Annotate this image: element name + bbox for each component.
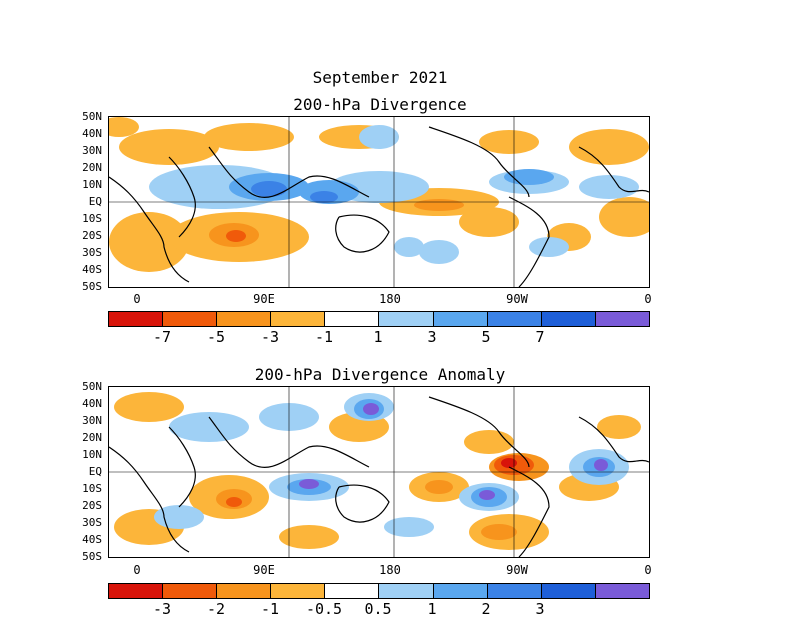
longitude-label: 90W bbox=[506, 563, 528, 577]
anomaly-map bbox=[108, 386, 650, 558]
colorbar-label: -3 bbox=[260, 328, 280, 346]
colorbar-swatch bbox=[379, 584, 434, 598]
colorbar-label: -5 bbox=[206, 328, 226, 346]
colorbar-swatch bbox=[487, 312, 542, 326]
colorbar-label: -1 bbox=[260, 600, 280, 618]
figure-title: September 2021 bbox=[312, 68, 448, 87]
latitude-label: 50S bbox=[82, 550, 102, 563]
colorbar-swatch bbox=[325, 312, 380, 326]
colorbar-label: 3 bbox=[427, 328, 437, 346]
grid-lines bbox=[109, 117, 649, 287]
latitude-label: 10S bbox=[82, 482, 102, 495]
colorbar-label: -2 bbox=[206, 600, 226, 618]
extreme-negative-anomaly-shading bbox=[501, 458, 517, 468]
colorbar-label: 7 bbox=[535, 328, 545, 346]
latitude-label: 40S bbox=[82, 263, 102, 276]
colorbar-label: 0.5 bbox=[364, 600, 392, 618]
colorbar-swatch bbox=[433, 584, 488, 598]
colorbar-swatch bbox=[163, 584, 218, 598]
colorbar-swatch bbox=[109, 312, 164, 326]
latitude-label: 40S bbox=[82, 533, 102, 546]
colorbar-swatch bbox=[271, 312, 326, 326]
colorbar-swatch bbox=[109, 584, 164, 598]
colorbar-swatch bbox=[541, 312, 596, 326]
latitude-label: 30N bbox=[82, 144, 102, 157]
colorbar-label: 1 bbox=[427, 600, 437, 618]
longitude-label: 180 bbox=[379, 563, 401, 577]
latitude-label: 20S bbox=[82, 229, 102, 242]
latitude-label: EQ bbox=[88, 195, 102, 208]
latitude-label: 30S bbox=[82, 246, 102, 259]
colorbar-label: -7 bbox=[152, 328, 172, 346]
colorbar-label: 1 bbox=[373, 328, 383, 346]
latitude-label: 40N bbox=[82, 127, 102, 140]
colorbar-swatch bbox=[217, 584, 272, 598]
latitude-label: 20N bbox=[82, 161, 102, 174]
latitude-label: 10N bbox=[82, 178, 102, 191]
colorbar-swatch bbox=[595, 584, 649, 598]
colorbar-label: -1 bbox=[314, 328, 334, 346]
longitude-label: 90W bbox=[506, 292, 528, 306]
longitude-label: 0 bbox=[133, 292, 141, 306]
colorbar-swatch bbox=[271, 584, 326, 598]
coastlines bbox=[109, 396, 649, 557]
colorbar-swatch bbox=[163, 312, 218, 326]
colorbar-swatch bbox=[595, 312, 649, 326]
latitude-label: 10N bbox=[82, 448, 102, 461]
colorbar-swatch bbox=[379, 312, 434, 326]
colorbar bbox=[108, 583, 650, 599]
latitude-label: 30N bbox=[82, 414, 102, 427]
longitude-label: 90E bbox=[253, 563, 275, 577]
divergence-map bbox=[108, 116, 650, 288]
coastlines bbox=[109, 126, 649, 287]
latitude-label: 50N bbox=[82, 110, 102, 123]
max-positive-shading bbox=[251, 181, 338, 203]
latitude-label: 20S bbox=[82, 499, 102, 512]
longitude-label: 0 bbox=[644, 292, 652, 306]
colorbar-swatch bbox=[325, 584, 380, 598]
panel-subtitle: 200-hPa Divergence bbox=[293, 95, 467, 114]
colorbar-label: -3 bbox=[152, 600, 172, 618]
divergence-map-canvas bbox=[109, 117, 649, 287]
latitude-label: 30S bbox=[82, 516, 102, 529]
latitude-label: 10S bbox=[82, 212, 102, 225]
colorbar-label: 3 bbox=[535, 600, 545, 618]
longitude-label: 0 bbox=[133, 563, 141, 577]
latitude-label: 50N bbox=[82, 380, 102, 393]
longitude-label: 90E bbox=[253, 292, 275, 306]
colorbar-label: 2 bbox=[481, 600, 491, 618]
colorbar-swatch bbox=[217, 312, 272, 326]
colorbar bbox=[108, 311, 650, 327]
anomaly-map-canvas bbox=[109, 387, 649, 557]
colorbar-label: -0.5 bbox=[305, 600, 343, 618]
latitude-label: 40N bbox=[82, 397, 102, 410]
longitude-label: 0 bbox=[644, 563, 652, 577]
max-positive-anomaly-shading bbox=[299, 403, 608, 500]
colorbar-label: 5 bbox=[481, 328, 491, 346]
panel-subtitle: 200-hPa Divergence Anomaly bbox=[254, 365, 506, 384]
colorbar-swatch bbox=[433, 312, 488, 326]
grid-lines bbox=[109, 387, 649, 557]
latitude-label: 20N bbox=[82, 431, 102, 444]
colorbar-swatch bbox=[541, 584, 596, 598]
longitude-label: 180 bbox=[379, 292, 401, 306]
latitude-label: EQ bbox=[88, 465, 102, 478]
max-negative-shading bbox=[226, 230, 246, 242]
latitude-label: 50S bbox=[82, 280, 102, 293]
colorbar-swatch bbox=[487, 584, 542, 598]
